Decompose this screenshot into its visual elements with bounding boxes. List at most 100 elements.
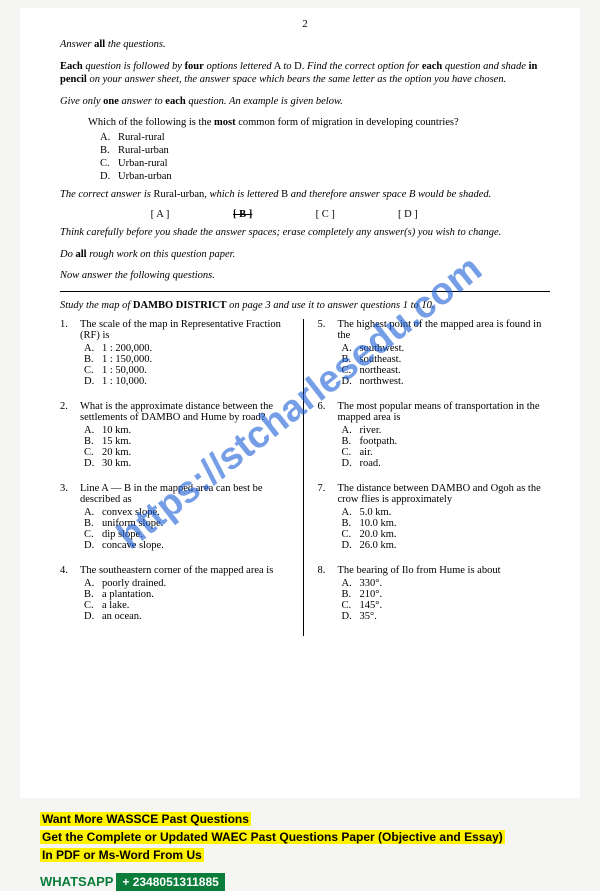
whatsapp-label: WHATSAPP <box>40 874 113 889</box>
question-body: The distance between DAMBO and Ogoh as t… <box>338 483 551 551</box>
question-text: The southeastern corner of the mapped ar… <box>80 565 293 576</box>
question-option: C.northeast. <box>342 365 551 376</box>
example-option: B.Rural-urban <box>100 145 550 156</box>
option-letter: C. <box>342 365 360 376</box>
question-body: The scale of the map in Representative F… <box>80 319 293 387</box>
option-text: 1 : 150,000. <box>102 354 152 365</box>
question-option: C.20 km. <box>84 447 293 458</box>
option-text: 15 km. <box>102 436 131 447</box>
question-option: D.road. <box>342 458 551 469</box>
question-option: A.southwest. <box>342 343 551 354</box>
option-text: 35°. <box>360 611 377 622</box>
question-option: A.1 : 200,000. <box>84 343 293 354</box>
option-letter: A. <box>342 507 360 518</box>
question-option: A.convex slope. <box>84 507 293 518</box>
whatsapp-contact: WHATSAPP + 2348051311885 <box>0 874 600 889</box>
question-text: The most popular means of transportation… <box>338 401 551 423</box>
question-number: 1. <box>60 319 80 387</box>
question-body: The most popular means of transportation… <box>338 401 551 469</box>
option-letter: C. <box>84 600 102 611</box>
option-letter: D. <box>84 611 102 622</box>
question-body: The southeastern corner of the mapped ar… <box>80 565 293 622</box>
question: 7.The distance between DAMBO and Ogoh as… <box>318 483 551 551</box>
question: 3.Line A — B in the mapped area can best… <box>60 483 293 551</box>
option-text: a plantation. <box>102 589 154 600</box>
instruction-now: Now answer the following questions. <box>60 269 550 283</box>
instruction-answer-all: Answer all the questions. <box>60 38 550 52</box>
option-letter: D. <box>84 458 102 469</box>
option-text: poorly drained. <box>102 578 166 589</box>
question-number: 2. <box>60 401 80 469</box>
question: 8.The bearing of Ilo from Hume is aboutA… <box>318 565 551 622</box>
question-option: D.35°. <box>342 611 551 622</box>
question-option: A.poorly drained. <box>84 578 293 589</box>
question: 4.The southeastern corner of the mapped … <box>60 565 293 622</box>
option-text: a lake. <box>102 600 129 611</box>
question-number: 7. <box>318 483 338 551</box>
question-option: C.dip slope. <box>84 529 293 540</box>
question-option: B.southeast. <box>342 354 551 365</box>
option-text: 1 : 50,000. <box>102 365 147 376</box>
divider <box>60 291 550 292</box>
exam-page: 2 Answer all the questions. Each questio… <box>20 8 580 798</box>
instruction-one-answer: Give only one answer to each question. A… <box>60 95 550 109</box>
question-number: 4. <box>60 565 80 622</box>
option-letter: A. <box>342 578 360 589</box>
option-letter: D. <box>84 376 102 387</box>
question-option: A.10 km. <box>84 425 293 436</box>
option-letter: A. <box>342 425 360 436</box>
option-letter: A. <box>342 343 360 354</box>
example-option: D.Urban-urban <box>100 171 550 182</box>
option-letter: C. <box>84 365 102 376</box>
question-number: 3. <box>60 483 80 551</box>
option-letter: D. <box>342 540 360 551</box>
promo-line: Want More WASSCE Past Questions <box>40 812 251 826</box>
question-option: D.30 km. <box>84 458 293 469</box>
option-text: road. <box>360 458 381 469</box>
question-text: The distance between DAMBO and Ogoh as t… <box>338 483 551 505</box>
answer-bubbles: [ A ] [ B ] [ C ] [ D ] <box>120 209 550 220</box>
option-text: 26.0 km. <box>360 540 397 551</box>
question-option: B.210°. <box>342 589 551 600</box>
question-text: The highest point of the mapped area is … <box>338 319 551 341</box>
option-letter: A. <box>84 507 102 518</box>
question-option: D.concave slope. <box>84 540 293 551</box>
option-letter: C. <box>342 447 360 458</box>
question-option: B.a plantation. <box>84 589 293 600</box>
option-letter: B. <box>342 518 360 529</box>
question-number: 5. <box>318 319 338 387</box>
question-option: C.1 : 50,000. <box>84 365 293 376</box>
question-option: B.uniform slope. <box>84 518 293 529</box>
option-text: southwest. <box>360 343 405 354</box>
option-letter: C. <box>84 529 102 540</box>
option-letter: A. <box>84 343 102 354</box>
option-text: 1 : 200,000. <box>102 343 152 354</box>
option-letter: B. <box>84 354 102 365</box>
option-text: footpath. <box>360 436 398 447</box>
option-text: 10.0 km. <box>360 518 397 529</box>
whatsapp-number: + 2348051311885 <box>116 873 224 891</box>
question: 2.What is the approximate distance betwe… <box>60 401 293 469</box>
option-text: 330°. <box>360 578 383 589</box>
option-letter: D. <box>342 611 360 622</box>
option-letter: D. <box>342 458 360 469</box>
option-letter: B. <box>84 518 102 529</box>
question-option: B.10.0 km. <box>342 518 551 529</box>
study-map-line: Study the map of DAMBO DISTRICT on page … <box>60 300 550 311</box>
example-option: C.Urban-rural <box>100 158 550 169</box>
option-letter: B. <box>342 589 360 600</box>
bubble-d: [ D ] <box>368 209 448 220</box>
question-option: C.145°. <box>342 600 551 611</box>
option-text: 20.0 km. <box>360 529 397 540</box>
option-text: 1 : 10,000. <box>102 376 147 387</box>
instruction-rough: Do all rough work on this question paper… <box>60 248 550 262</box>
question-text: The bearing of Ilo from Hume is about <box>338 565 551 576</box>
option-text: northeast. <box>360 365 401 376</box>
question-option: C.20.0 km. <box>342 529 551 540</box>
option-letter: D. <box>84 540 102 551</box>
option-text: northwest. <box>360 376 404 387</box>
question: 1.The scale of the map in Representative… <box>60 319 293 387</box>
bubble-b-shaded: [ B ] <box>203 209 283 220</box>
option-text: concave slope. <box>102 540 164 551</box>
option-text: dip slope. <box>102 529 143 540</box>
